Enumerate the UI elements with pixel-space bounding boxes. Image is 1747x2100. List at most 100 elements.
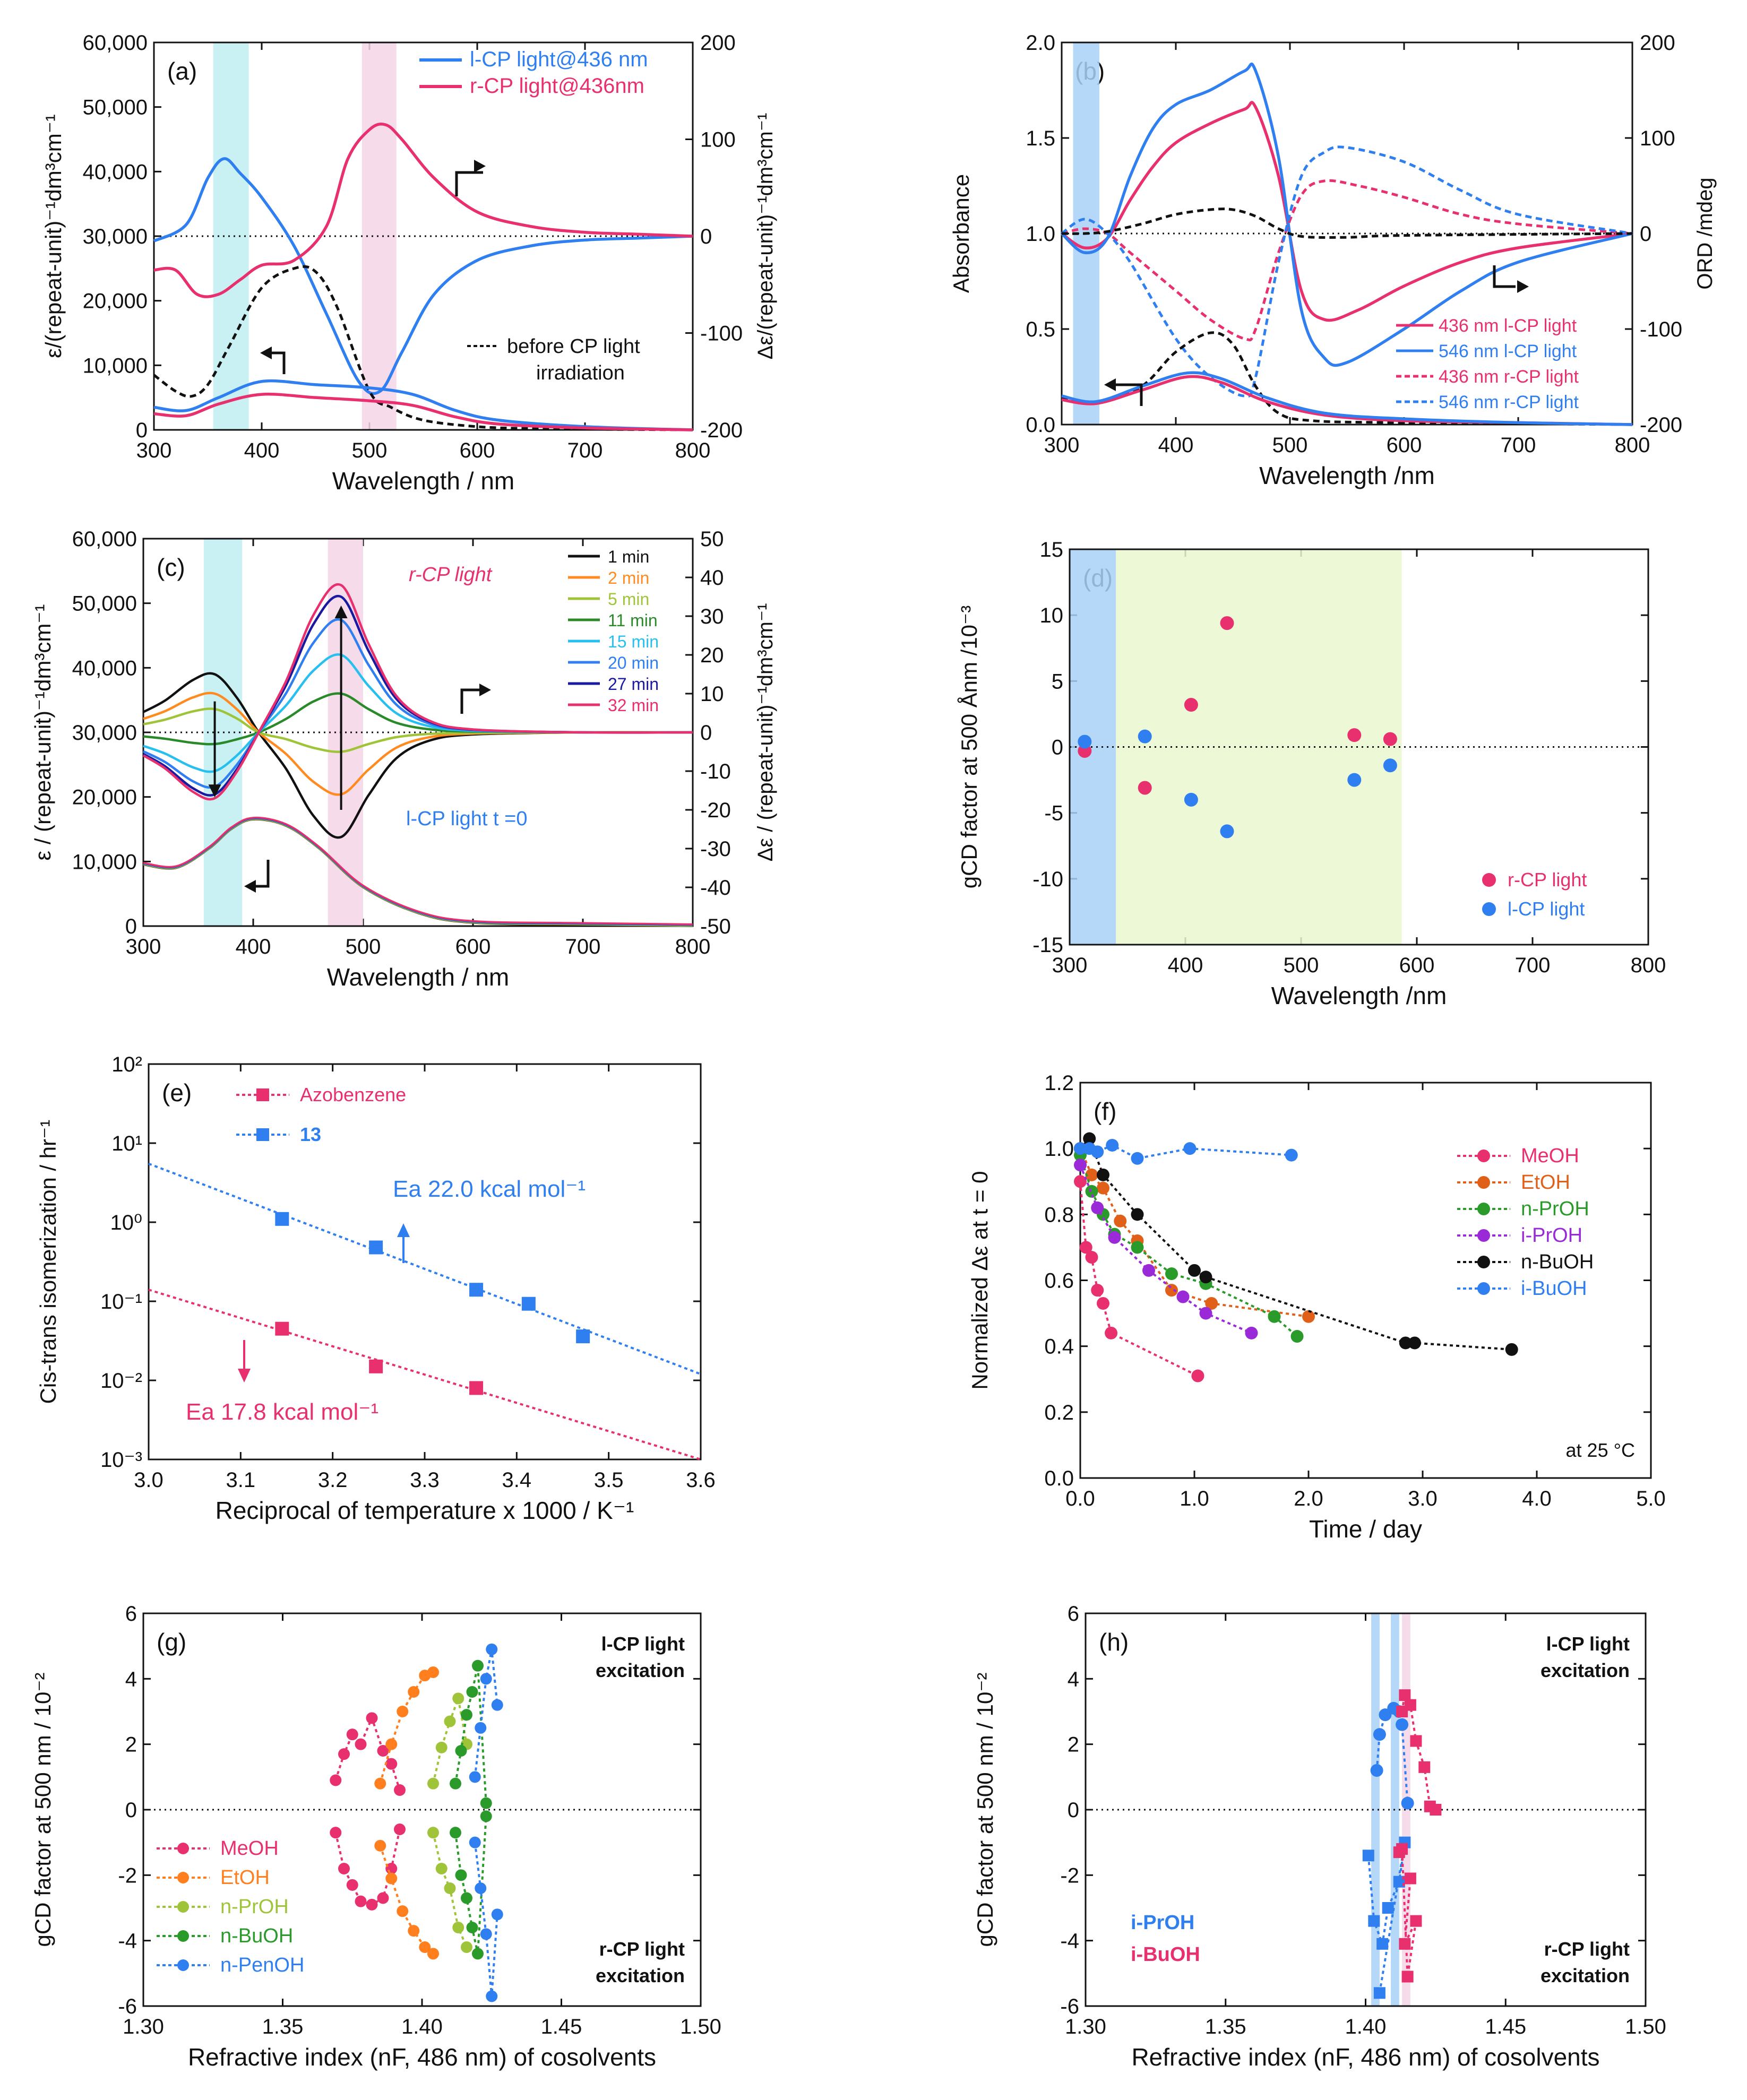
data-point xyxy=(1078,734,1092,749)
legend-label: 1 min xyxy=(608,547,649,566)
legend-label: Azobenzene xyxy=(300,1084,406,1105)
data-point xyxy=(1131,1241,1144,1254)
data-point xyxy=(450,1777,461,1790)
y-axis-label: Normalized Δε at t = 0 xyxy=(967,1171,992,1389)
data-point xyxy=(1477,1150,1490,1162)
data-point xyxy=(408,1925,420,1937)
annotation-text: before CP light xyxy=(507,335,640,358)
data-point xyxy=(1477,1203,1490,1215)
data-point xyxy=(377,1745,389,1757)
x-tick-label: 600 xyxy=(1399,954,1435,977)
y-tick-label-right: -100 xyxy=(1640,318,1682,341)
data-point xyxy=(1188,1264,1201,1277)
x-axis-label: Time / day xyxy=(1309,1515,1422,1543)
data-point xyxy=(461,1709,472,1721)
fit-line xyxy=(148,1289,701,1461)
x-tick-label: 1.35 xyxy=(262,2015,304,2038)
data-point xyxy=(394,1784,406,1796)
data-point xyxy=(1285,1148,1298,1162)
data-point xyxy=(427,1948,439,1960)
left-axis-arrow xyxy=(1115,383,1143,406)
y-tick-label: 50,000 xyxy=(72,592,137,616)
y-tick-label: -15 xyxy=(1032,934,1063,957)
x-tick-label: 1.45 xyxy=(541,2015,582,2038)
data-point xyxy=(369,1240,383,1255)
data-point xyxy=(1085,1168,1098,1181)
data-point xyxy=(486,1990,498,2002)
y-tick-label: 4 xyxy=(1068,1667,1079,1691)
legend-label: r-CP light@436nm xyxy=(470,74,644,98)
right-axis-arrow xyxy=(1493,265,1516,288)
y-tick-label: 1.0 xyxy=(1026,222,1055,246)
legend-label: n-PenOH xyxy=(220,1954,304,1976)
data-point xyxy=(475,1882,487,1894)
data-point xyxy=(1347,773,1362,787)
y-tick-label: 0.4 xyxy=(1044,1335,1074,1359)
data-point xyxy=(466,1922,478,1933)
y-tick-label: 40,000 xyxy=(72,656,137,680)
y-axis-label-right: Δε / (repeat-unit)⁻¹dm³cm⁻¹ xyxy=(754,603,777,862)
x-tick-label: 5.0 xyxy=(1636,1487,1666,1510)
data-point xyxy=(491,1699,503,1711)
data-point xyxy=(408,1686,420,1698)
annotation-text: r-CP light xyxy=(599,1938,685,1960)
legend-label: r-CP light xyxy=(1508,869,1587,891)
y-tick-label-right: -50 xyxy=(700,915,731,938)
x-tick-label: 600 xyxy=(1387,434,1422,457)
x-tick-label: 800 xyxy=(675,935,711,958)
data-point xyxy=(397,1905,409,1917)
legend-label: n-BuOH xyxy=(1521,1251,1594,1273)
y-tick-label: 40,000 xyxy=(83,160,148,184)
x-tick-label: 400 xyxy=(244,439,280,462)
data-point xyxy=(480,1928,492,1940)
x-tick-label: 500 xyxy=(346,935,381,958)
x-axis-label: Refractive index (nF, 486 nm) of cosolve… xyxy=(188,2043,656,2071)
x-tick-label: 3.3 xyxy=(410,1468,440,1492)
annotation-text: excitation xyxy=(596,1660,685,1681)
series-pink xyxy=(153,123,693,298)
data-point xyxy=(444,1882,456,1894)
x-axis-label: Reciprocal of temperature x 1000 / K⁻¹ xyxy=(216,1497,634,1524)
data-point xyxy=(366,1898,378,1911)
series-black xyxy=(1061,208,1633,239)
x-tick-label: 3.2 xyxy=(318,1468,348,1492)
y-tick-label-right: 20 xyxy=(700,644,724,667)
panel-label: (g) xyxy=(157,1628,186,1656)
y-tick-label-right: 50 xyxy=(700,528,724,551)
y-axis-label: Cis-trans isomerization / hr⁻¹ xyxy=(36,1120,61,1404)
data-point xyxy=(1370,1764,1383,1777)
data-point xyxy=(455,1869,467,1881)
x-tick-label: 3.0 xyxy=(134,1468,163,1492)
data-point xyxy=(469,1381,484,1395)
data-point xyxy=(1199,1271,1212,1284)
y-tick-label: -2 xyxy=(118,1864,137,1887)
y-tick-label: 1.2 xyxy=(1044,1071,1074,1095)
x-tick-label: 400 xyxy=(1168,954,1203,977)
y-tick-label: 30,000 xyxy=(72,721,137,745)
data-point xyxy=(486,1643,498,1655)
data-point xyxy=(435,1863,447,1874)
left-axis-arrowhead xyxy=(260,347,272,359)
legend-label: MeOH xyxy=(220,1837,279,1860)
y-tick-label-right: -40 xyxy=(700,876,731,900)
data-point xyxy=(475,1722,487,1734)
data-point xyxy=(480,1797,492,1809)
series-connector xyxy=(1398,1846,1417,1977)
data-point xyxy=(521,1297,536,1311)
y-tick-label: 10⁻³ xyxy=(100,1448,142,1472)
x-tick-label: 3.4 xyxy=(502,1468,532,1492)
series-pink xyxy=(153,392,693,431)
x-tick-label: 2.0 xyxy=(1294,1487,1323,1510)
data-point xyxy=(1091,1201,1104,1214)
data-point xyxy=(385,1872,398,1885)
x-tick-label: 700 xyxy=(1501,434,1536,457)
data-point xyxy=(1383,732,1397,746)
data-point xyxy=(1114,1214,1127,1228)
data-point xyxy=(366,1712,378,1724)
x-axis-label: Wavelength /nm xyxy=(1259,462,1435,489)
data-point xyxy=(1290,1330,1304,1343)
data-point xyxy=(1302,1310,1315,1323)
data-point xyxy=(338,1863,350,1874)
data-point xyxy=(355,1738,367,1750)
